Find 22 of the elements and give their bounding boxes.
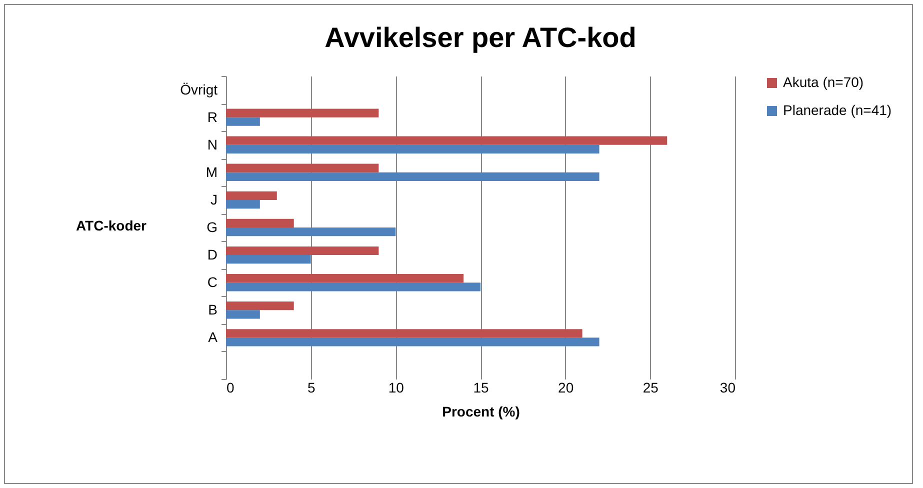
- x-tick-label: 30: [720, 380, 736, 396]
- x-tick-label: 15: [473, 380, 489, 396]
- chart-title: Avvikelser per ATC-kod: [324, 22, 636, 53]
- x-tick-label: 0: [226, 380, 234, 396]
- x-tick-label: 5: [307, 380, 316, 396]
- y-tick-label: C: [207, 274, 218, 290]
- y-tick-label: D: [207, 246, 218, 263]
- y-axis-title: ATC-koder: [76, 218, 148, 234]
- y-tick-label: B: [208, 302, 218, 318]
- x-tick-label: 25: [642, 380, 659, 396]
- y-tick-label: G: [206, 219, 218, 235]
- y-tick-label: R: [207, 108, 218, 125]
- legend-label: Planerade (n=41): [783, 102, 892, 118]
- y-tick-label: A: [208, 329, 218, 346]
- y-tick-label: M: [206, 164, 218, 180]
- y-tick-label: N: [207, 136, 218, 152]
- x-axis-title: Procent (%): [442, 404, 520, 420]
- x-tick-label: 10: [388, 380, 404, 396]
- y-tick-label: Övrigt: [180, 81, 218, 98]
- x-tick-label: 20: [558, 380, 574, 396]
- legend-label: Akuta (n=70): [783, 74, 864, 90]
- y-tick-label: J: [210, 191, 218, 208]
